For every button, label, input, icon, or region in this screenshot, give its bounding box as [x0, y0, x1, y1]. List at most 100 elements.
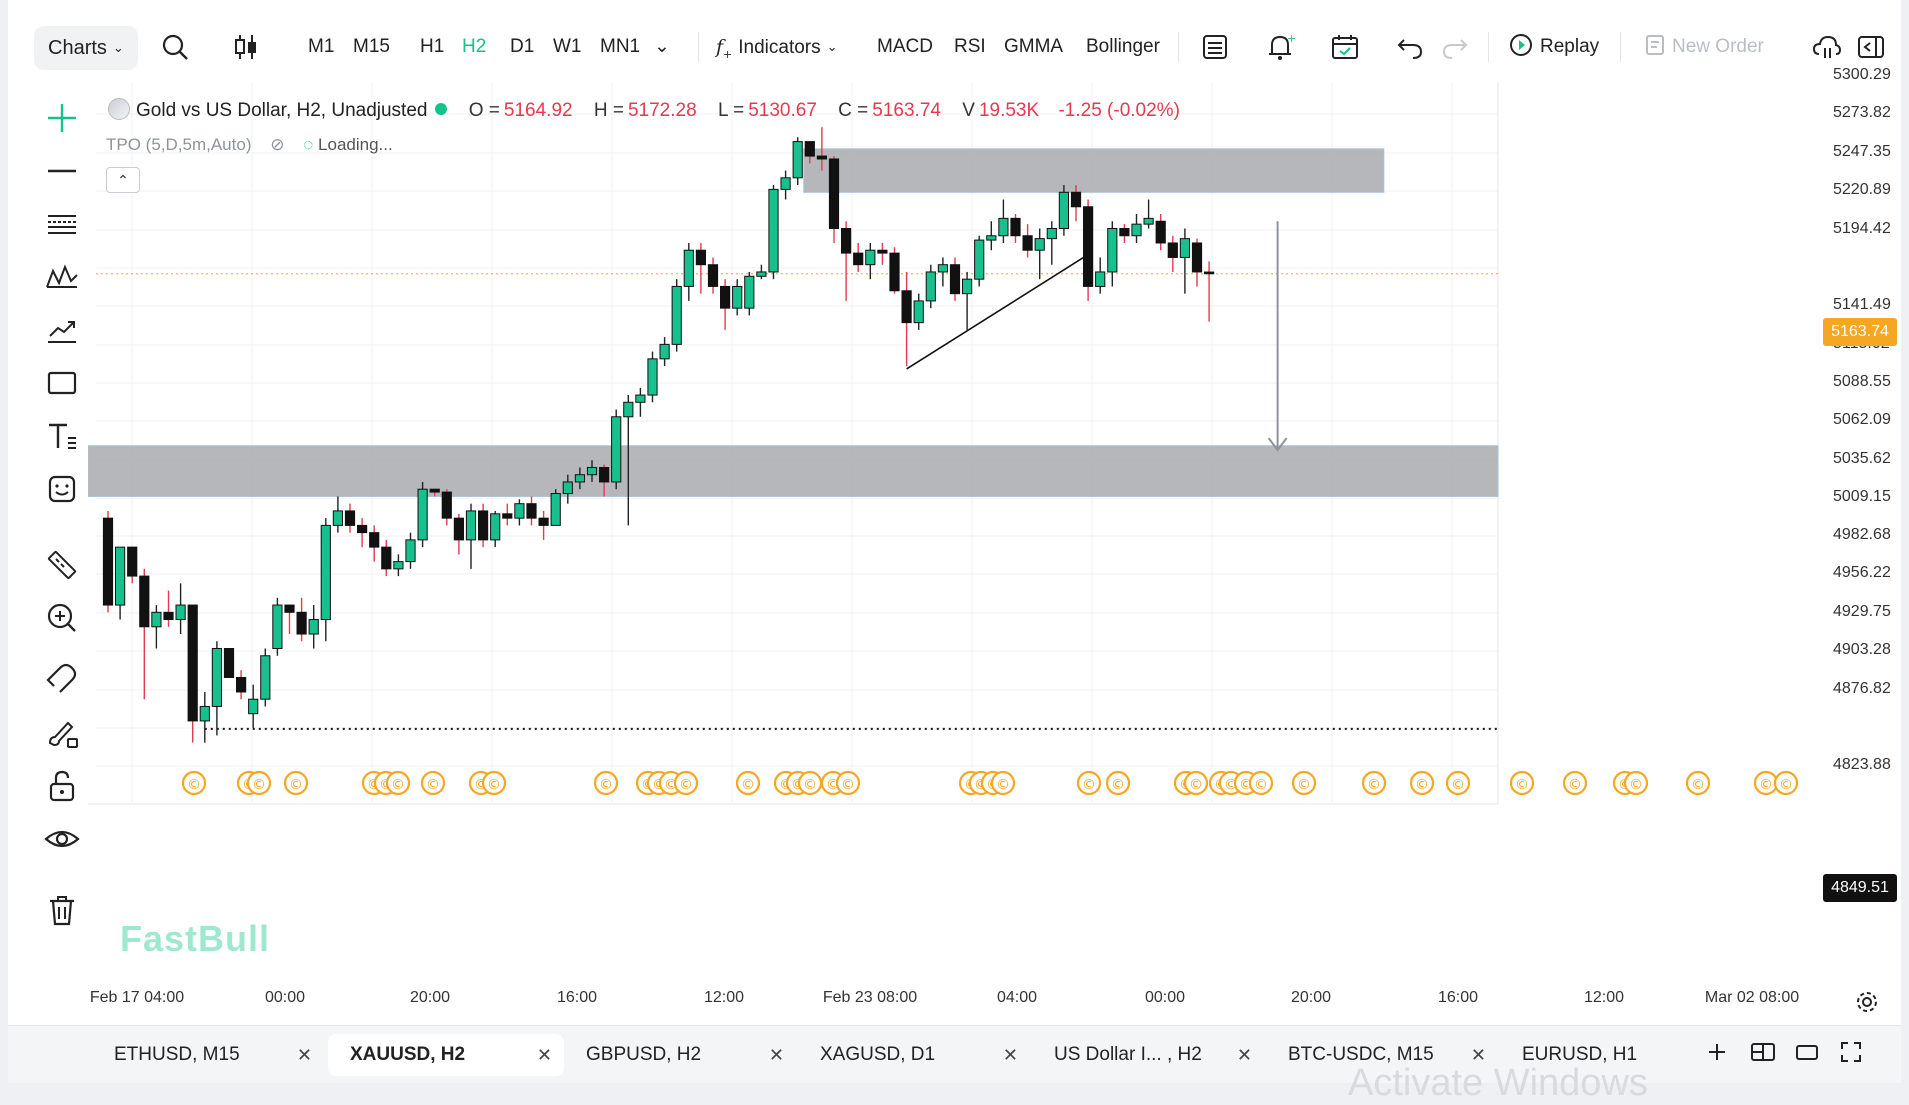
tab-xagusd-d1[interactable]: XAGUSD, D1 ✕: [798, 1034, 1030, 1076]
rectangle-icon[interactable]: [42, 363, 82, 403]
timeframe-h1[interactable]: H1: [420, 36, 445, 57]
split-layout-icon[interactable]: [1746, 1035, 1780, 1069]
timeframe-m1[interactable]: M1: [308, 36, 335, 57]
candle-body: [211, 648, 223, 707]
candle-body: [296, 611, 307, 635]
price-axis-label: 4823.88: [1833, 756, 1891, 773]
undo-icon[interactable]: [1393, 30, 1427, 64]
time-axis-label: 20:00: [1290, 989, 1332, 1006]
candle-body: [623, 401, 634, 418]
price-axis-label: 5141.49: [1833, 296, 1891, 313]
candle-body: [175, 604, 186, 621]
economic-event-icon: [283, 770, 309, 796]
close-tab-icon[interactable]: ✕: [536, 1045, 552, 1065]
timeframe-w1[interactable]: W1: [553, 36, 582, 57]
market-open-dot-icon: [435, 103, 448, 115]
trend-tool-icon[interactable]: [42, 310, 82, 350]
pattern-icon[interactable]: [42, 257, 82, 297]
price-axis-label: 4956.22: [1833, 564, 1891, 581]
cloud-sync-icon[interactable]: [1810, 30, 1844, 64]
fullscreen-icon[interactable]: [1834, 1035, 1868, 1069]
time-axis-label: Feb 23 08:00: [822, 989, 918, 1006]
close-tab-icon[interactable]: ✕: [1002, 1045, 1018, 1065]
price-axis-label: 5194.42: [1833, 220, 1891, 237]
trash-icon[interactable]: [42, 890, 82, 930]
price-axis-label: 5035.62: [1833, 450, 1891, 467]
close-tab-icon[interactable]: ✕: [1470, 1045, 1486, 1065]
panel-toggle-icon[interactable]: [1854, 30, 1888, 64]
candle-body: [127, 546, 138, 577]
price-axis-label: 5062.09: [1833, 411, 1891, 428]
emoji-sticker-icon[interactable]: [42, 469, 82, 509]
indicators-button[interactable]: f+ Indicators ⌄: [716, 31, 838, 63]
tab-ethusd-m15[interactable]: ETHUSD, M15 ✕: [92, 1034, 324, 1076]
candle-body: [962, 278, 973, 295]
candle-body: [332, 510, 344, 526]
price-axis-label: 4903.28: [1833, 641, 1891, 658]
timeframe-d1[interactable]: D1: [510, 36, 535, 57]
search-icon[interactable]: [158, 30, 192, 64]
indicator-rsi[interactable]: RSI: [954, 36, 986, 57]
layout-template-icon[interactable]: [1198, 30, 1232, 64]
chart-canvas[interactable]: ©©©©©©©©©©©©©©©©©©©©©©©©©©©©©©©©©©©©©©©©…: [88, 82, 1901, 992]
indicator-gmma[interactable]: GMMA: [1004, 36, 1064, 57]
time-axis-label: Feb 17 04:00: [89, 989, 185, 1006]
candlestick-type-icon[interactable]: [229, 30, 263, 64]
ruler-icon[interactable]: [42, 545, 82, 585]
close-tab-icon[interactable]: ✕: [1236, 1045, 1252, 1065]
brush-lock-icon[interactable]: [42, 713, 82, 753]
candle-body: [465, 510, 477, 541]
collapse-legend-button[interactable]: ⌃: [106, 167, 140, 193]
crosshair-icon[interactable]: [42, 98, 82, 138]
magnet-icon[interactable]: [42, 660, 82, 700]
candle-body: [357, 524, 368, 534]
hidden-eye-icon[interactable]: ⊘: [270, 135, 285, 154]
lock-icon[interactable]: [42, 766, 82, 806]
tab-xauusd-h2[interactable]: XAUUSD, H2 ✕: [328, 1034, 564, 1076]
tab-btc-usdc-m15[interactable]: BTC-USDC, M15 ✕: [1266, 1034, 1498, 1076]
economic-event-icon-glyph: ©: [1451, 777, 1465, 793]
close-tab-icon[interactable]: ✕: [768, 1045, 784, 1065]
timeframe-mn1[interactable]: MN1: [600, 36, 641, 57]
calendar-icon[interactable]: [1328, 30, 1362, 64]
fibonacci-icon[interactable]: [42, 204, 82, 244]
redo-icon[interactable]: [1438, 30, 1472, 64]
candle-body: [502, 513, 513, 519]
timeframe-m15[interactable]: M15: [353, 36, 390, 57]
tab-gbpusd-h2[interactable]: GBPUSD, H2 ✕: [564, 1034, 796, 1076]
price-chart[interactable]: ©©©©©©©©©©©©©©©©©©©©©©©©©©©©©©©©©©©©©©©©…: [88, 82, 1901, 992]
loading-text: Loading...: [318, 135, 393, 154]
candle-body: [320, 524, 331, 621]
replay-icon: [1508, 32, 1534, 58]
charts-menu-button[interactable]: Charts ⌄: [34, 26, 138, 70]
window-layout-icon[interactable]: [1790, 1035, 1824, 1069]
tab-eurusd-h1[interactable]: EURUSD, H1: [1500, 1034, 1700, 1076]
new-order-button[interactable]: New Order: [1644, 31, 1764, 63]
candle-body: [526, 503, 537, 519]
app-window: Charts ⌄ M1 M15 H1 H2 D1 W1 MN1 ⌄ f+ Indic…: [8, 0, 1901, 1104]
chart-legend: Gold vs US Dollar, H2, Unadjusted O = 516…: [108, 98, 1180, 124]
add-tab-icon[interactable]: [1700, 1035, 1734, 1069]
visibility-eye-icon[interactable]: [42, 819, 82, 859]
replay-button[interactable]: Replay: [1508, 31, 1599, 63]
chart-settings-gear-icon[interactable]: [1854, 989, 1880, 1015]
price-axis-label: 5220.89: [1833, 181, 1891, 198]
alert-bell-icon[interactable]: +: [1263, 30, 1297, 64]
timeframe-h2[interactable]: H2: [462, 36, 487, 57]
supply-demand-zone: [88, 445, 1499, 497]
tab-usdollar-index-h2[interactable]: US Dollar I... , H2 ✕: [1032, 1034, 1264, 1076]
text-tool-icon[interactable]: [42, 416, 82, 456]
timeframe-more-chevron-icon[interactable]: ⌄: [654, 36, 670, 57]
candle-body: [308, 619, 319, 635]
supply-demand-zone: [803, 148, 1385, 193]
horizontal-line-icon[interactable]: [42, 151, 82, 191]
indicator-bollinger[interactable]: Bollinger: [1086, 36, 1160, 57]
candle-body: [151, 611, 162, 628]
economic-event-icon-glyph: ©: [289, 777, 303, 793]
candle-body: [586, 466, 598, 476]
close-tab-icon[interactable]: ✕: [296, 1045, 312, 1065]
tpo-indicator-row[interactable]: TPO (5,D,5m,Auto) ⊘ ◌ Loading...: [106, 135, 393, 155]
indicator-macd[interactable]: MACD: [877, 36, 933, 57]
zoom-in-icon[interactable]: [42, 598, 82, 638]
candle-body: [369, 532, 380, 548]
